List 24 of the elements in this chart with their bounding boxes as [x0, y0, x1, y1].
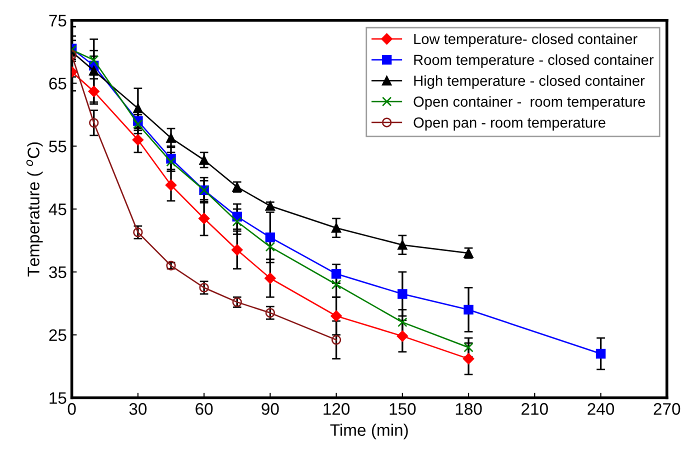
x-tick-label: 60	[196, 403, 213, 415]
x-tick-label: 180	[456, 403, 482, 415]
y-axis-title: Temperature ( $^{o}$C)	[26, 142, 43, 277]
y-tick-label: 55	[49, 140, 66, 152]
y-tick-label: 45	[48, 204, 66, 216]
legend-label: Open container - room temperature	[414, 96, 646, 110]
x-tick-label: 120	[324, 403, 350, 415]
x-tick-label: 240	[588, 403, 614, 415]
x-tick-label: 90	[262, 403, 279, 415]
y-tick-label: 15	[50, 392, 66, 404]
legend-label: Open pan - room temperature	[414, 117, 606, 131]
x-tick-label: 270	[654, 403, 680, 415]
x-tick-label: 30	[129, 403, 147, 415]
y-tick-label: 35	[49, 266, 66, 278]
legend-label: Low temperature- closed container	[414, 33, 638, 48]
x-tick-label: 0	[68, 403, 76, 415]
x-tick-label: 150	[390, 403, 416, 415]
y-tick-label: 65	[49, 78, 66, 90]
y-tick-label: 75	[49, 14, 66, 27]
x-tick-label: 210	[522, 403, 548, 415]
legend-label: High temperature - closed container	[414, 75, 645, 89]
x-axis-title: Time (min)	[330, 424, 408, 440]
legend-label: Room temperature - closed container	[414, 54, 654, 68]
y-tick-label: 25	[49, 329, 66, 342]
